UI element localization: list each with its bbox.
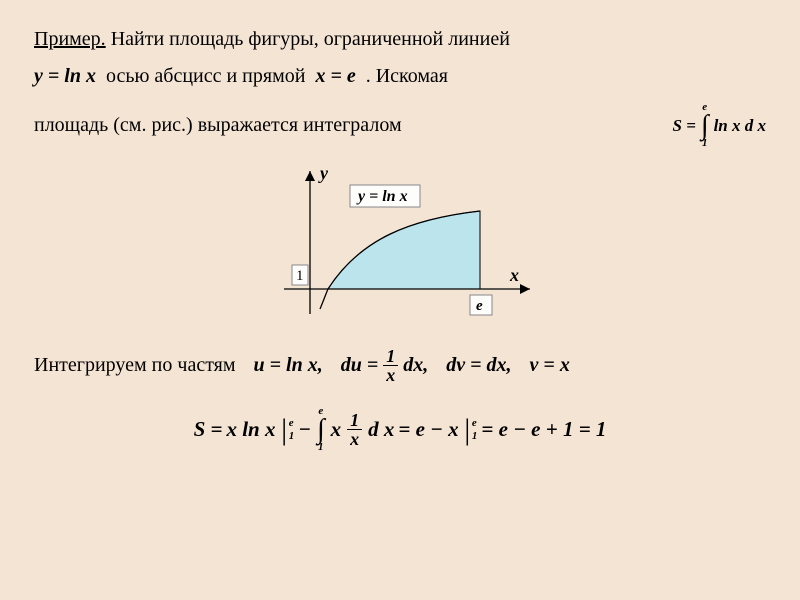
final-minus: − — [298, 417, 311, 442]
du-num: 1 — [383, 347, 398, 365]
final-formula: S = x ln x | e1 − e ∫ 1 x 1 x d x = e − … — [194, 406, 607, 453]
final-formula-row: S = x ln x | e1 − e ∫ 1 x 1 x d x = e − … — [34, 406, 766, 453]
eval-2: | e1 — [463, 415, 478, 445]
y-axis-label: y — [318, 163, 329, 183]
int1-body: ln x d x — [714, 116, 766, 136]
line-1: Пример. Найти площадь фигуры, ограниченн… — [34, 28, 766, 51]
line-2: y = ln x осью абсцисс и прямой x = e . И… — [34, 65, 766, 88]
page: Пример. Найти площадь фигуры, ограниченн… — [0, 0, 800, 600]
eval1-up: e — [289, 417, 295, 430]
formula-dv: dv = dx, — [446, 354, 511, 377]
y-axis-arrow — [305, 171, 315, 181]
parts-label: Интегрируем по частям — [34, 354, 236, 377]
chart-region — [328, 211, 480, 289]
line-3: площадь (см. рис.) выражается интегралом… — [34, 102, 766, 149]
du-pre: du = — [341, 354, 379, 377]
tick-1-label: 1 — [296, 268, 304, 284]
du-den: x — [383, 366, 398, 384]
integral-sign-2: e ∫ 1 — [317, 406, 325, 453]
line2-mid: осью абсцисс и прямой — [106, 65, 306, 88]
line2-end: . Искомая — [366, 65, 448, 88]
formula-y-lnx: y = ln x — [34, 65, 96, 88]
int1-lower: 1 — [702, 138, 708, 149]
int2-lower: 1 — [318, 442, 324, 453]
x-axis-label: x — [509, 265, 519, 285]
eval2-up: e — [472, 417, 478, 430]
example-label: Пример. — [34, 28, 106, 50]
int2-num: 1 — [347, 411, 362, 429]
integration-by-parts-row: Интегрируем по частям u = ln x, du = 1 x… — [34, 347, 766, 384]
s-eq: S = — [672, 116, 695, 136]
line3-text: площадь (см. рис.) выражается интегралом — [34, 114, 402, 137]
eval2-lo: 1 — [472, 430, 478, 443]
int2-pre: x — [331, 417, 342, 442]
int2-post: d x — [368, 417, 394, 442]
eval1-lo: 1 — [289, 430, 295, 443]
du-frac: 1 x — [383, 347, 398, 384]
x-axis-arrow — [520, 284, 530, 294]
du-post: dx, — [403, 354, 428, 377]
line1-rest: Найти площадь фигуры, ограниченной линие… — [106, 28, 510, 50]
int2-frac: 1 x — [347, 411, 362, 448]
formula-v: v = x — [530, 354, 570, 377]
formula-x-e: x = e — [315, 65, 355, 88]
final-tail: = e − e + 1 = 1 — [481, 417, 606, 442]
eval-1: | e1 — [279, 415, 294, 445]
chart-container: y x y = ln x 1 e — [34, 159, 766, 329]
final-s: S = — [194, 417, 223, 442]
formula-S-integral: S = e ∫ 1 ln x d x — [672, 102, 766, 149]
formula-u: u = ln x, — [254, 354, 323, 377]
chart-svg: y x y = ln x 1 e — [250, 159, 550, 329]
curve-label-text: y = ln x — [356, 188, 408, 205]
e-label: e — [476, 298, 483, 314]
formula-du: du = 1 x dx, — [341, 347, 429, 384]
final-term1: x ln x — [226, 417, 275, 442]
int2-den: x — [347, 430, 362, 448]
final-mid: = e − x — [398, 417, 458, 442]
integral-sign-1: e ∫ 1 — [701, 102, 709, 149]
